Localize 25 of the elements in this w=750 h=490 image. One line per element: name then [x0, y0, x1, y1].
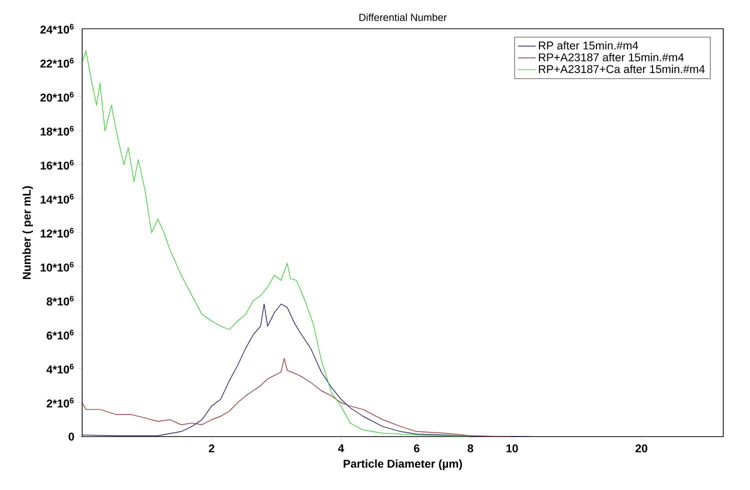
legend-label: RP after 15min.#m4 [538, 41, 638, 50]
x-tick-label: 20 [636, 444, 648, 452]
x-tick-label: 4 [338, 444, 344, 452]
y-tick-label: 2*10$^{6}$ [46, 398, 74, 408]
x-tick-label: 2 [208, 444, 214, 452]
legend-label: RP+A23187 after 15min.#m4 [538, 52, 684, 62]
y-tick-label: 4*10$^{6}$ [46, 364, 74, 374]
x-axis-title: Particle Diameter (µm) [344, 459, 462, 470]
y-tick-label: 24*10$^{6}$ [40, 24, 74, 34]
y-tick-label: 10*10$^{6}$ [40, 262, 74, 272]
y-tick-label: 18*10$^{6}$ [40, 126, 74, 136]
x-tick-label: 8 [468, 444, 474, 452]
y-tick-label: 20*10$^{6}$ [40, 92, 74, 102]
y-tick-label: 22*10$^{6}$ [40, 58, 74, 68]
x-tick-label: 6 [414, 444, 420, 452]
y-tick-label: 0 [68, 432, 74, 441]
y-tick-label: 6*10$^{6}$ [46, 330, 74, 340]
y-tick-label: 14*10$^{6}$ [40, 194, 74, 204]
y-axis-title: Number ( per mL) [22, 186, 33, 280]
x-tick-label: 10 [506, 444, 518, 452]
y-tick-label: 16*10$^{6}$ [40, 160, 74, 170]
chart-title: Differential Number [359, 13, 447, 21]
y-tick-label: 12*10$^{6}$ [40, 228, 74, 238]
y-tick-label: 8*10$^{6}$ [46, 296, 74, 306]
legend-label: RP+A23187+Ca after 15min.#m4 [538, 64, 705, 74]
